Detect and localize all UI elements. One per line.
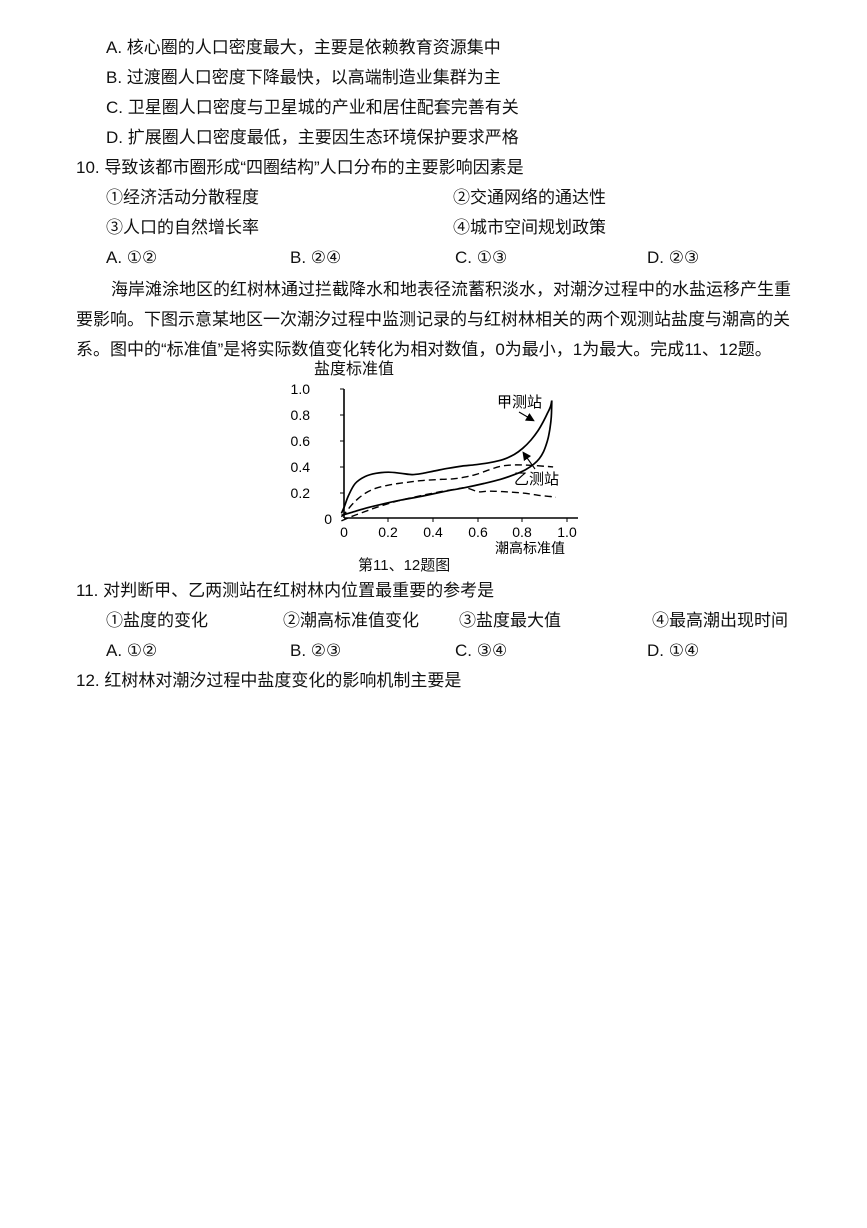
- svg-text:1.0: 1.0: [291, 381, 311, 397]
- svg-text:0.6: 0.6: [468, 524, 488, 540]
- svg-text:0.2: 0.2: [291, 485, 311, 501]
- svg-text:1.0: 1.0: [557, 524, 577, 540]
- svg-text:0.8: 0.8: [512, 524, 532, 540]
- svg-text:潮高标准值: 潮高标准值: [495, 540, 565, 556]
- svg-text:0.2: 0.2: [378, 524, 398, 540]
- svg-text:甲测站: 甲测站: [497, 394, 542, 411]
- svg-text:0.6: 0.6: [291, 433, 311, 449]
- svg-text:乙测站: 乙测站: [514, 471, 559, 488]
- svg-text:0.4: 0.4: [423, 524, 443, 540]
- svg-text:0: 0: [324, 511, 332, 527]
- svg-text:0.4: 0.4: [291, 459, 311, 475]
- svg-text:0.8: 0.8: [291, 407, 311, 423]
- svg-text:0: 0: [340, 524, 348, 540]
